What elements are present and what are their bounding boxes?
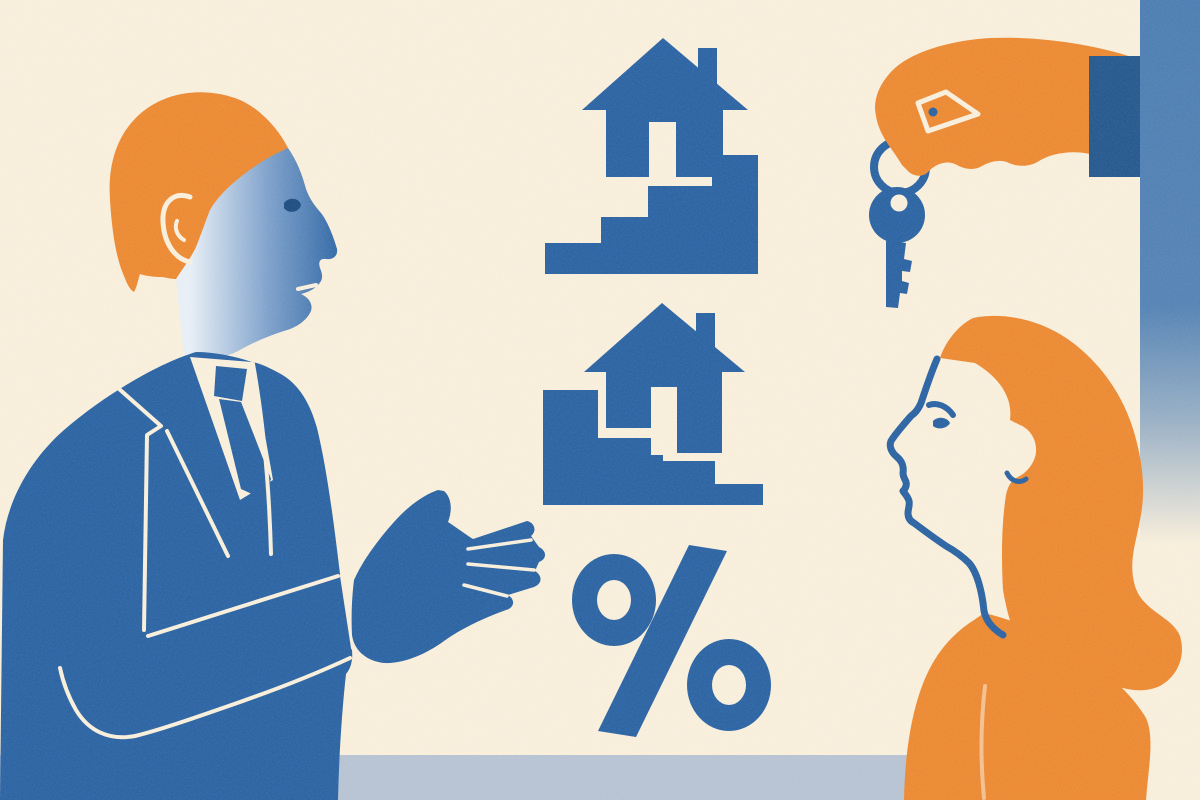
grain-dark-overlay	[0, 0, 1200, 800]
illustration-canvas: Soft blue-gray floor strip Blue wall edg…	[0, 0, 1200, 800]
real-estate-illustration: Soft blue-gray floor strip Blue wall edg…	[0, 0, 1200, 800]
